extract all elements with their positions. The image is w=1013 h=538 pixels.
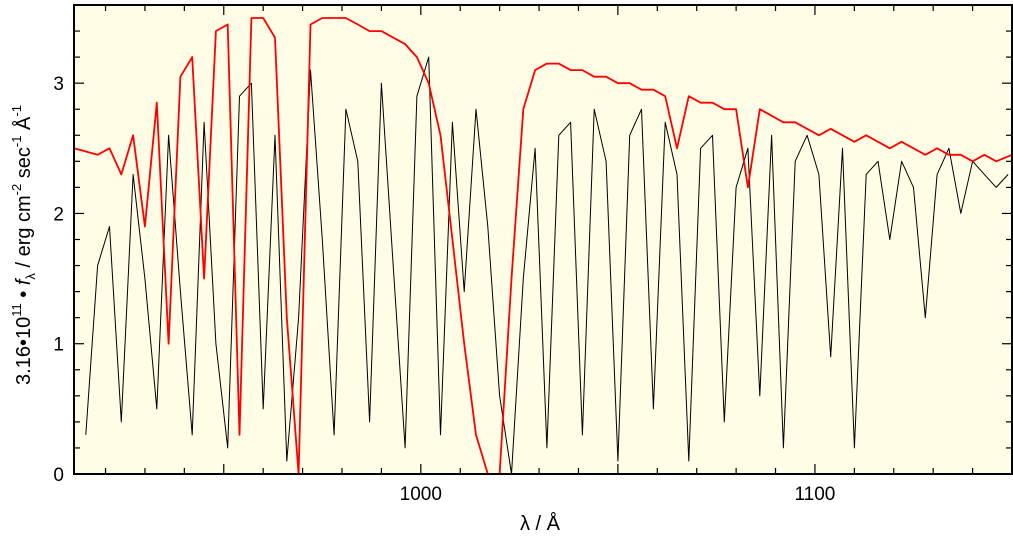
plot-frame xyxy=(73,4,1013,475)
y-tick-label: 0 xyxy=(53,465,64,486)
y-tick-label: 3 xyxy=(53,74,64,95)
y-axis-unit-2: sec xyxy=(13,147,35,184)
y-tick-labels: 0 1 2 3 xyxy=(53,74,64,486)
y-axis-unit-1: / erg cm xyxy=(13,195,35,273)
x-axis-title: λ / Å xyxy=(520,512,561,535)
x-tick-labels: 1000 1100 xyxy=(400,484,836,505)
y-axis-title: 3.16•1011 • fλ / erg cm-2 sec-1 Å-1 xyxy=(9,105,38,385)
y-axis-scale: 3.16•10 xyxy=(13,317,35,385)
y-axis-lambda-sub: λ xyxy=(23,273,38,280)
y-tick-label: 2 xyxy=(53,204,64,225)
y-tick-label: 1 xyxy=(53,335,64,356)
x-tick-label: 1100 xyxy=(795,484,836,505)
y-axis-unit-exp-3: -1 xyxy=(9,105,24,117)
y-axis-unit-exp-1: -2 xyxy=(9,184,24,196)
plot-area xyxy=(74,5,1012,474)
x-tick-label: 1000 xyxy=(400,484,442,505)
y-axis-scale-exp: 11 xyxy=(9,303,24,317)
model-spectrum-line xyxy=(73,17,1013,475)
series-layer xyxy=(73,17,1013,475)
y-axis-bullet: • xyxy=(13,285,35,303)
observed-spectrum-line xyxy=(85,56,1009,475)
y-axis-f: f xyxy=(13,277,35,285)
y-axis-unit-3: Å xyxy=(12,116,35,136)
y-axis-unit-exp-2: -1 xyxy=(9,135,24,147)
